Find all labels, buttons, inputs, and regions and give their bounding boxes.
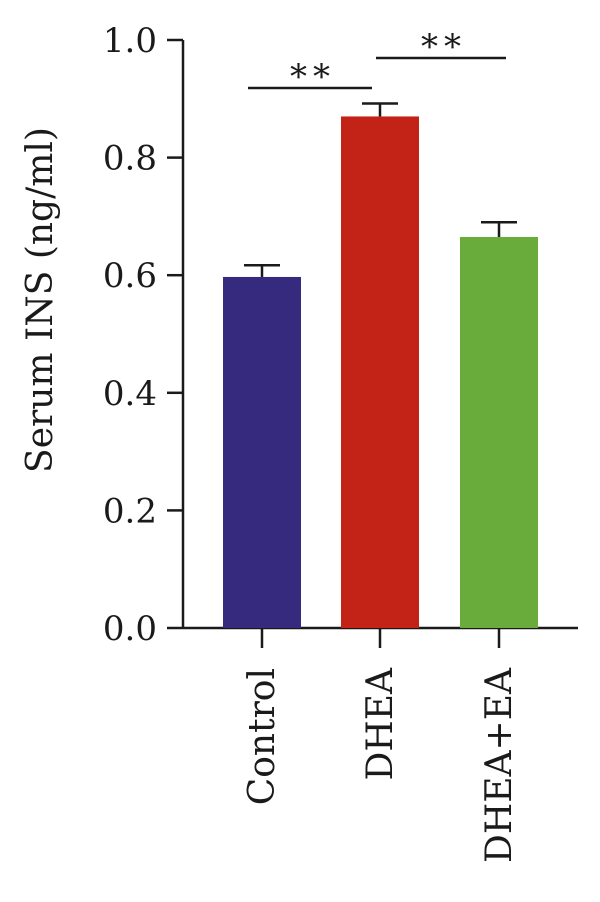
error-bars xyxy=(244,102,517,277)
x-tick-label: DHEA xyxy=(360,667,401,781)
bar xyxy=(341,116,419,628)
significance-annotations: ** ** xyxy=(248,27,506,97)
y-tick-label: 0.4 xyxy=(103,374,157,414)
bar xyxy=(223,276,301,628)
x-axis: Control DHEA DHEA+EA xyxy=(183,626,578,863)
x-tick-label: Control xyxy=(242,668,283,805)
significance-label: ** xyxy=(290,57,336,97)
y-tick-label: 0.8 xyxy=(103,139,157,179)
y-axis: 0.0 0.2 0.4 0.6 0.8 1.0 xyxy=(103,21,185,649)
y-tick-label: 0.2 xyxy=(103,491,157,531)
bar xyxy=(460,236,538,629)
y-axis-title: Serum INS (ng/ml) xyxy=(20,127,61,473)
bars xyxy=(223,116,538,629)
y-tick-label: 0.0 xyxy=(103,609,157,649)
y-tick-label: 0.6 xyxy=(103,256,157,296)
significance-label: ** xyxy=(421,27,467,67)
y-tick-label: 1.0 xyxy=(103,21,157,61)
x-tick-label: DHEA+EA xyxy=(479,667,520,863)
